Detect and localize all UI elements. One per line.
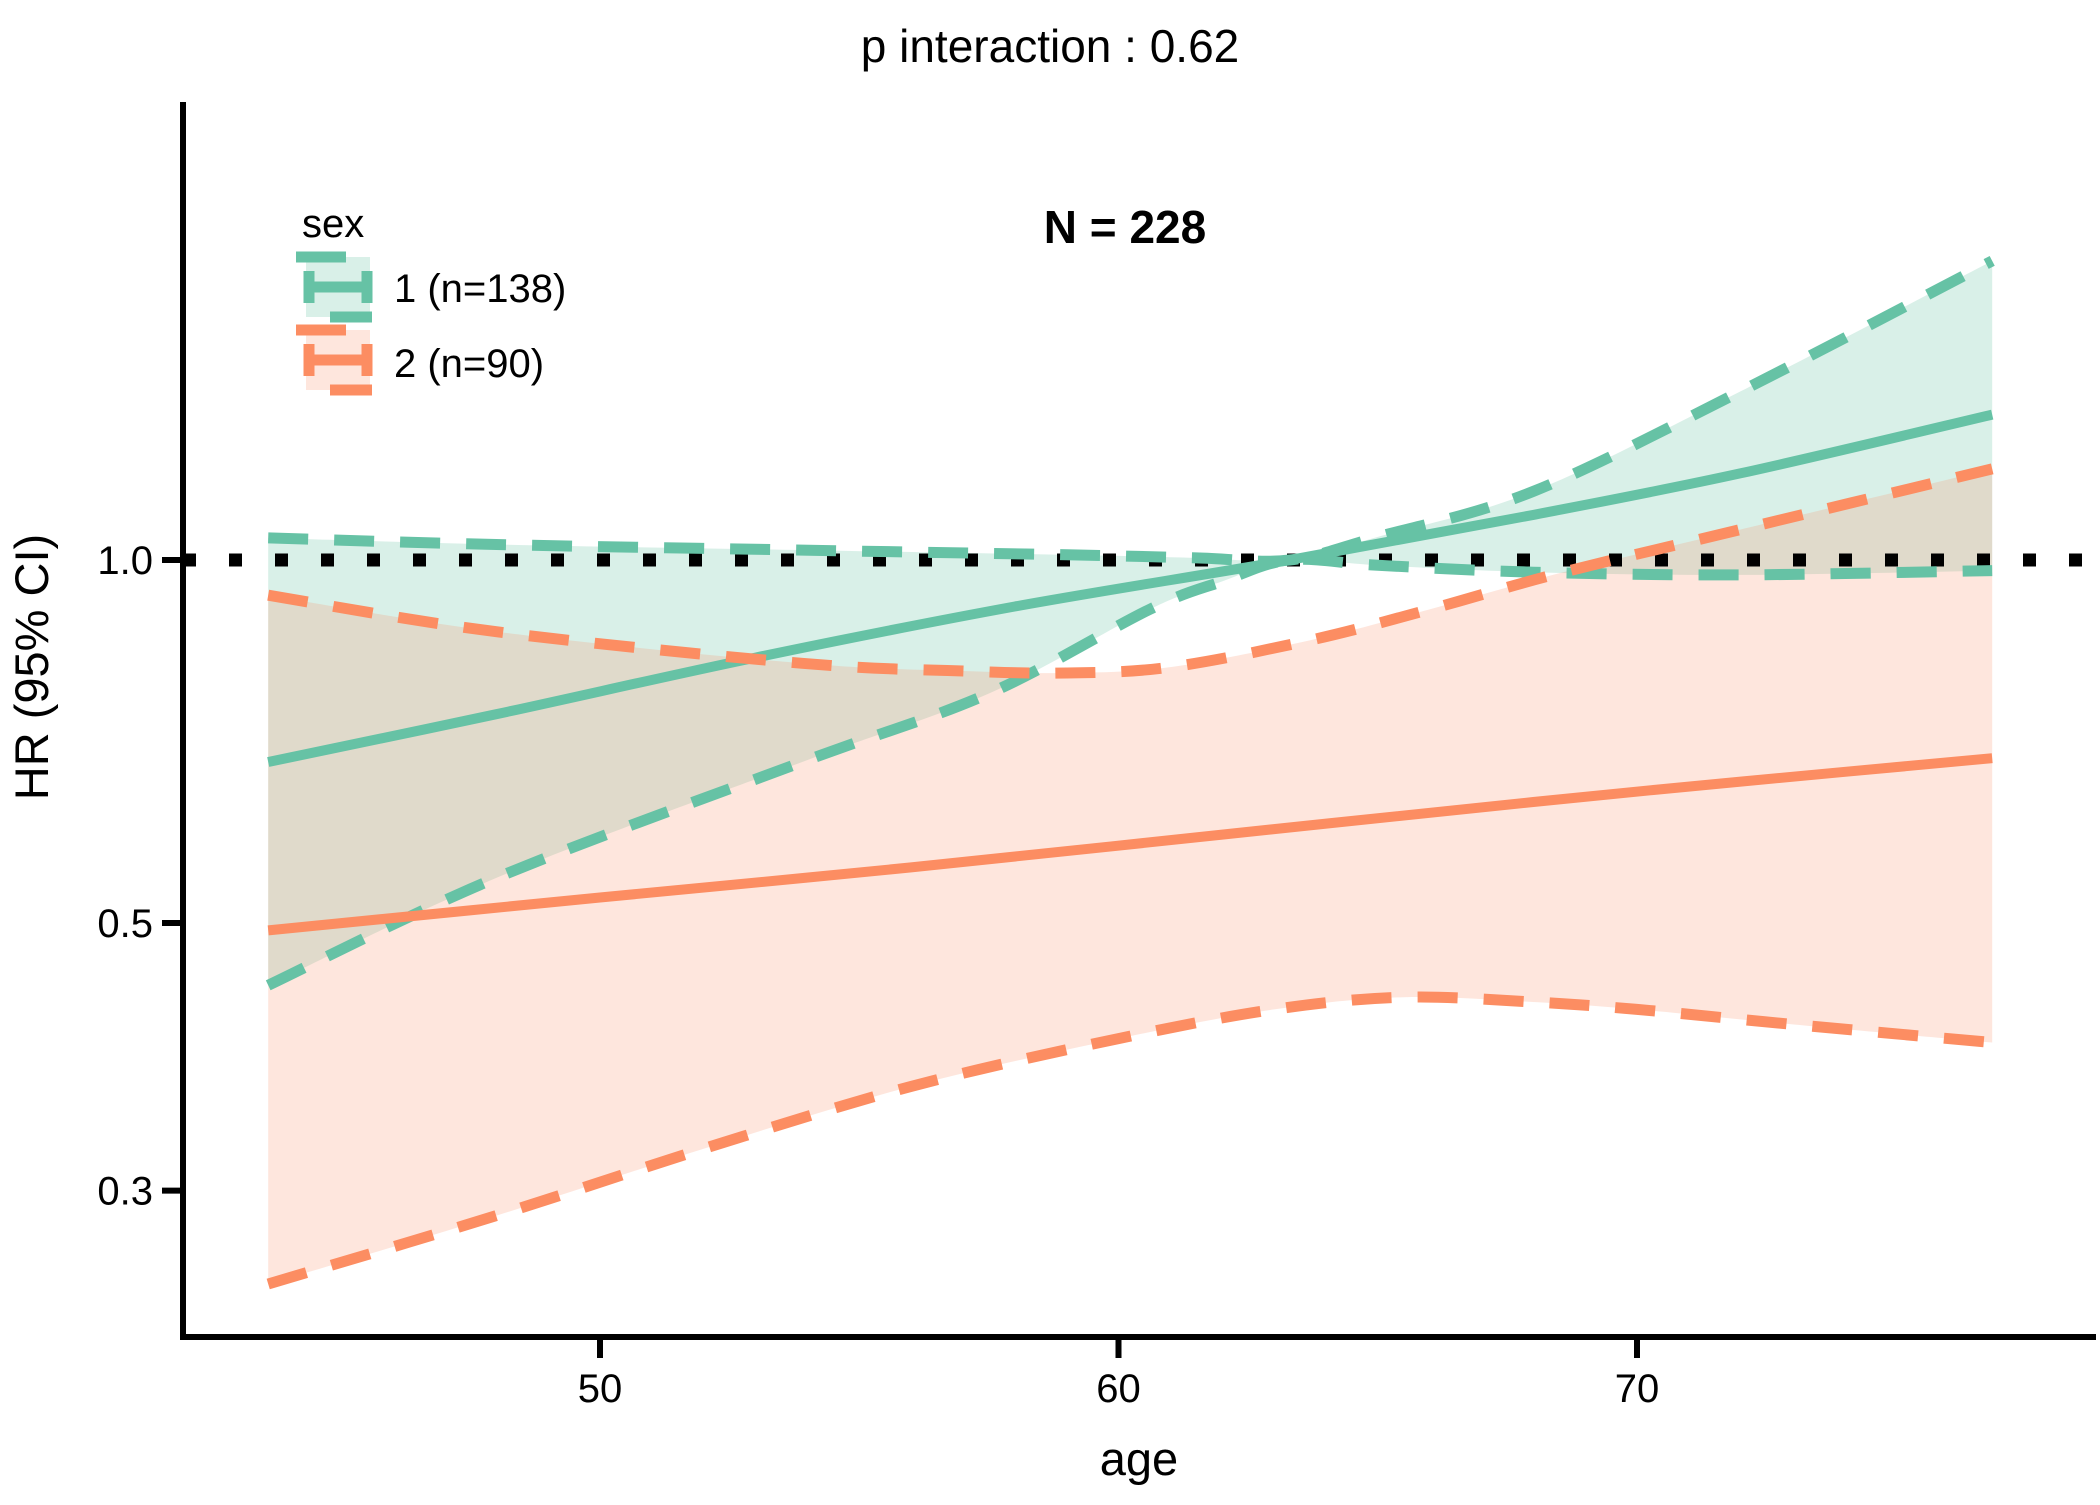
- legend-label-sex2: 2 (n=90): [394, 342, 544, 386]
- x-tick-label: 60: [1096, 1367, 1141, 1411]
- x-tick-label: 50: [578, 1367, 623, 1411]
- y-tick-label: 0.3: [97, 1170, 153, 1214]
- legend-title: sex: [302, 202, 364, 246]
- legend: sex 1 (n=138) 2 (n=90): [296, 202, 566, 396]
- upper-ci-line-sex2: [267, 463, 1994, 679]
- lower-ci-line-sex2: [266, 991, 1993, 1290]
- plot-title: p interaction : 0.62: [861, 20, 1239, 72]
- y-axis-title: HR (95% CI): [5, 534, 58, 800]
- x-tick-label: 70: [1615, 1367, 1660, 1411]
- lower-ci-line-sex1: [265, 553, 1993, 991]
- axis-layer: [162, 102, 2096, 1358]
- mean-hr-line-sex2: [267, 753, 1993, 936]
- curve-layer: [265, 256, 1995, 1290]
- y-tick-label: 1.0: [97, 539, 153, 583]
- ci-ribbon-layer: [268, 260, 1993, 1284]
- mean-hr-line-sex1: [267, 409, 1994, 767]
- ci-ribbon-sex1: [268, 260, 1993, 986]
- legend-label-sex1: 1 (n=138): [394, 267, 566, 311]
- legend-key-sex2: [296, 324, 373, 396]
- legend-keys: [296, 251, 373, 396]
- legend-key-sex1: [296, 251, 373, 323]
- x-axis-title: age: [1100, 1432, 1178, 1485]
- tick-label-layer: 1.0 0.5 0.3 50 60 70: [97, 539, 1659, 1411]
- y-tick-label: 0.5: [97, 902, 153, 946]
- upper-ci-line-sex1: [268, 256, 1995, 567]
- sample-size-annotation: N = 228: [1044, 201, 1206, 253]
